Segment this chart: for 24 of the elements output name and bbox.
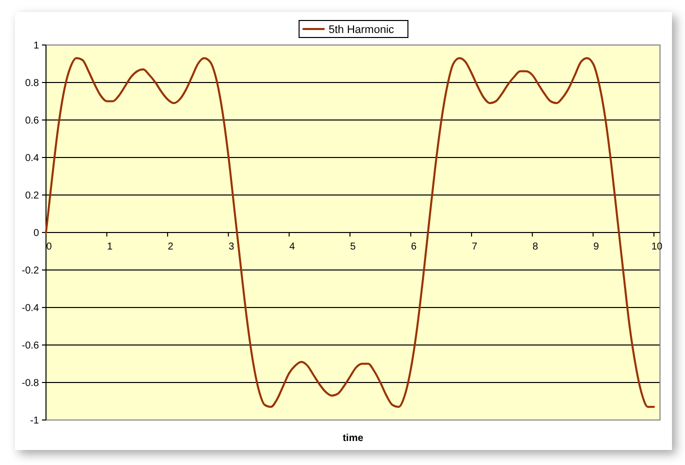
x-tick-label: 1 [107, 242, 114, 252]
x-tick-label: 3 [228, 242, 235, 252]
x-tick-label: 7 [472, 242, 478, 252]
x-tick-label: 9 [593, 242, 600, 252]
x-tick-label: 6 [410, 242, 417, 252]
y-tick-label: -0.4 [22, 303, 40, 314]
y-tick-label: 1 [33, 40, 40, 52]
y-tick-label: 0 [33, 228, 40, 239]
y-tick-label: 0.8 [25, 78, 40, 89]
x-tick-label: 8 [532, 242, 539, 252]
x-tick-label: 5 [350, 242, 356, 252]
y-tick-label: -1 [30, 416, 40, 426]
x-tick-label: 4 [289, 242, 296, 252]
y-tick-label: -0.8 [22, 378, 40, 389]
y-tick-label: -0.2 [22, 266, 40, 276]
x-tick-label: 10 [651, 242, 663, 252]
y-tick-label: 0.6 [25, 116, 40, 126]
x-axis-title: time [342, 433, 364, 444]
y-tick-label: 0.2 [25, 190, 40, 202]
y-tick-label: -0.6 [22, 340, 40, 352]
x-tick-label: 0 [46, 242, 52, 252]
legend-label: 5th Harmonic [328, 24, 395, 36]
y-tick-label: 0.4 [25, 153, 40, 164]
x-tick-label: 2 [168, 242, 174, 252]
